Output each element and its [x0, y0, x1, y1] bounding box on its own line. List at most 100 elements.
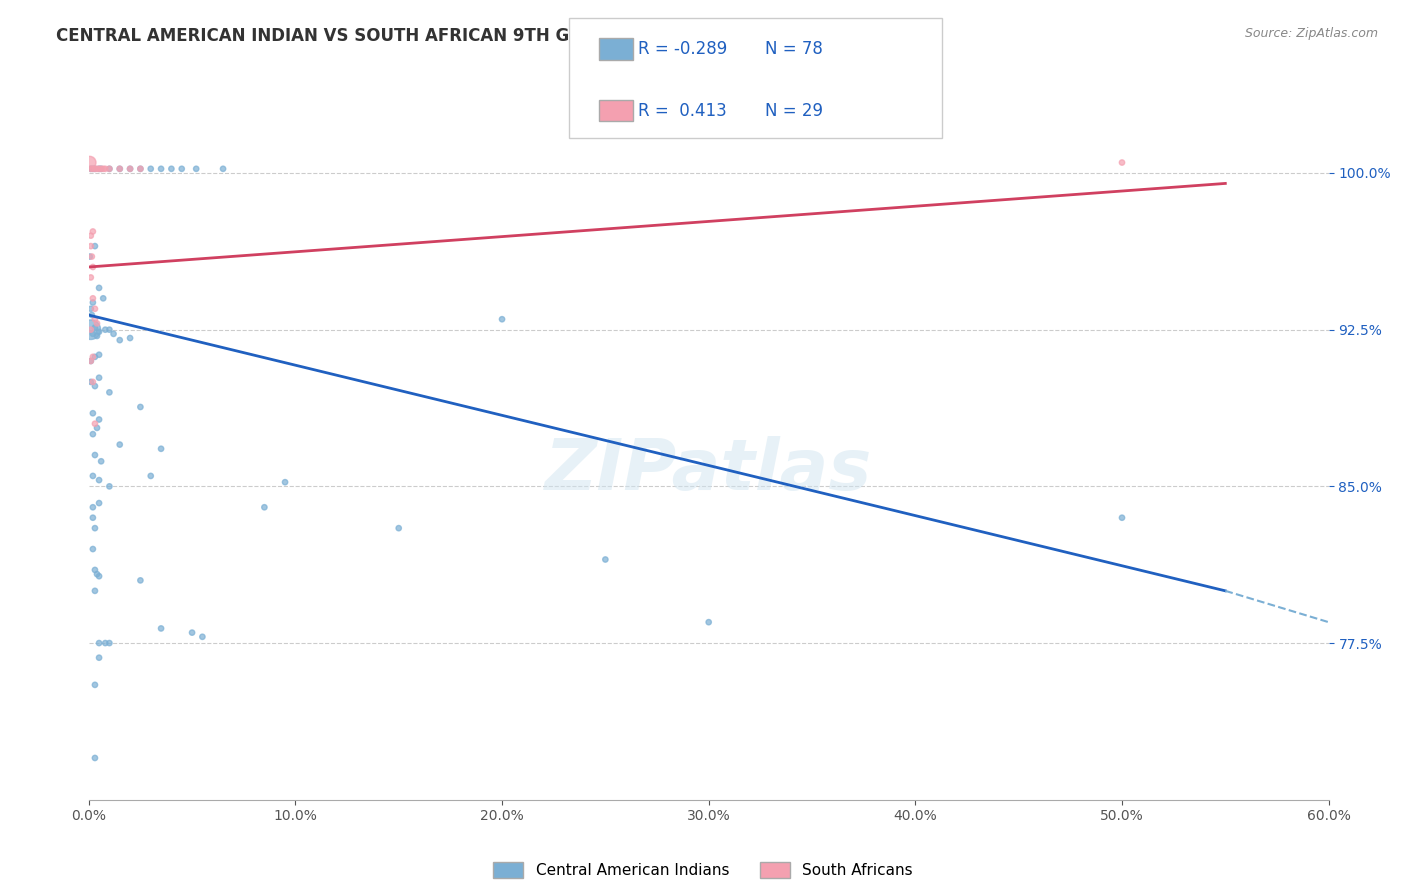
Point: [84, 350, 107, 364]
Point: [388, 521, 411, 535]
Text: N = 78: N = 78: [765, 40, 823, 58]
Point: [84, 448, 107, 462]
Point: [82, 326, 104, 341]
Point: [98, 479, 121, 493]
Point: [98, 636, 121, 650]
Point: [82, 291, 104, 305]
Point: [94, 636, 117, 650]
Point: [150, 161, 173, 176]
Point: [82, 161, 104, 176]
Point: [80, 228, 103, 243]
Point: [84, 379, 107, 393]
Point: [82, 295, 104, 310]
Point: [212, 161, 235, 176]
Point: [80, 375, 103, 389]
Point: [491, 312, 513, 326]
Point: [87, 348, 110, 362]
Point: [84, 521, 107, 535]
Point: [80, 161, 103, 176]
Point: [79, 250, 101, 264]
Point: [274, 475, 297, 490]
Point: [84, 583, 107, 598]
Point: [160, 161, 183, 176]
Point: [94, 161, 117, 176]
Point: [595, 552, 617, 566]
Point: [150, 622, 173, 636]
Point: [98, 161, 121, 176]
Point: [87, 161, 110, 176]
Point: [181, 625, 204, 640]
Legend: Central American Indians, South Africans: Central American Indians, South Africans: [486, 856, 920, 884]
Text: N = 29: N = 29: [765, 102, 823, 120]
Point: [84, 301, 107, 316]
Point: [129, 574, 152, 588]
Point: [108, 161, 131, 176]
Point: [87, 281, 110, 295]
Point: [91, 291, 114, 305]
Point: [80, 308, 103, 322]
Point: [191, 630, 214, 644]
Point: [84, 563, 107, 577]
Point: [1111, 510, 1133, 524]
Point: [98, 323, 121, 337]
Point: [129, 400, 152, 414]
Point: [87, 473, 110, 487]
Point: [80, 323, 103, 337]
Point: [82, 406, 104, 420]
Point: [86, 317, 108, 331]
Point: [90, 161, 112, 176]
Point: [87, 161, 110, 176]
Point: [186, 161, 208, 176]
Point: [84, 678, 107, 692]
Text: ZIPatlas: ZIPatlas: [546, 436, 872, 505]
Point: [86, 421, 108, 435]
Point: [87, 496, 110, 510]
Point: [129, 161, 152, 176]
Point: [82, 161, 104, 176]
Point: [84, 751, 107, 765]
Point: [87, 412, 110, 426]
Point: [87, 569, 110, 583]
Point: [79, 155, 101, 169]
Point: [120, 161, 142, 176]
Text: R =  0.413: R = 0.413: [638, 102, 727, 120]
Point: [82, 350, 104, 364]
Point: [80, 354, 103, 368]
Point: [82, 500, 104, 515]
Point: [82, 469, 104, 483]
Point: [84, 161, 107, 176]
Point: [82, 260, 104, 274]
Point: [86, 161, 108, 176]
Point: [87, 370, 110, 384]
Point: [108, 333, 131, 347]
Point: [108, 437, 131, 451]
Point: [87, 325, 110, 339]
Point: [82, 510, 104, 524]
Point: [80, 270, 103, 285]
Point: [86, 567, 108, 582]
Point: [82, 427, 104, 442]
Point: [170, 161, 193, 176]
Point: [84, 161, 107, 176]
Text: CENTRAL AMERICAN INDIAN VS SOUTH AFRICAN 9TH GRADE CORRELATION CHART: CENTRAL AMERICAN INDIAN VS SOUTH AFRICAN…: [56, 27, 825, 45]
Point: [82, 225, 104, 239]
Point: [150, 442, 173, 456]
Point: [697, 615, 720, 630]
Point: [80, 354, 103, 368]
Text: Source: ZipAtlas.com: Source: ZipAtlas.com: [1244, 27, 1378, 40]
Point: [139, 161, 162, 176]
Point: [80, 301, 103, 316]
Text: R = -0.289: R = -0.289: [638, 40, 727, 58]
Point: [253, 500, 276, 515]
Point: [84, 239, 107, 253]
Point: [87, 636, 110, 650]
Point: [84, 320, 107, 334]
Point: [98, 161, 121, 176]
Point: [98, 385, 121, 400]
Point: [120, 161, 142, 176]
Point: [82, 542, 104, 557]
Point: [84, 417, 107, 431]
Point: [80, 161, 103, 176]
Point: [94, 323, 117, 337]
Point: [108, 161, 131, 176]
